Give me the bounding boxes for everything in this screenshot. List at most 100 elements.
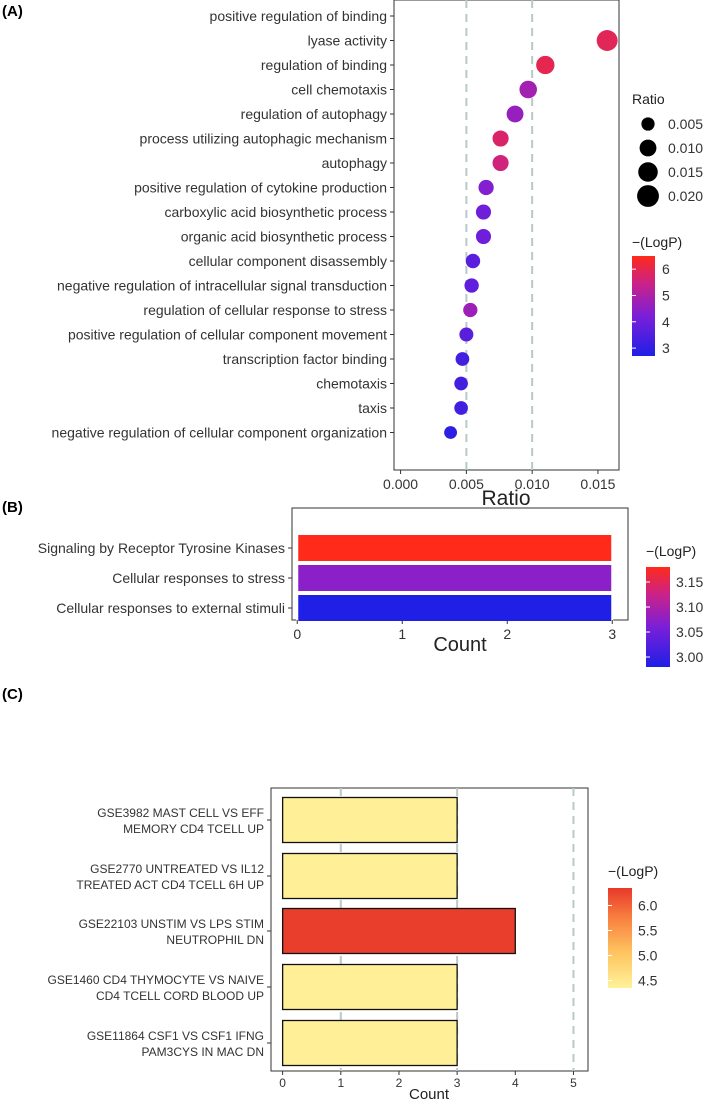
x-tick-label: 0 xyxy=(293,626,301,642)
color-legend-title: −(LogP) xyxy=(608,863,658,879)
size-legend-marker xyxy=(638,162,658,182)
category-label: positive regulation of cytokine producti… xyxy=(134,180,387,196)
category-label-line: PAM3CYS IN MAC DN xyxy=(142,1045,264,1059)
category-label: negative regulation of intracellular sig… xyxy=(57,278,387,294)
color-legend-label: 4.5 xyxy=(638,973,658,989)
bar xyxy=(281,852,458,900)
category-label-line: MEMORY CD4 TCELL UP xyxy=(123,822,264,836)
data-point xyxy=(444,426,458,439)
category-label-line: GSE11864 CSF1 VS CSF1 IFNG xyxy=(87,1029,264,1043)
category-label-line: TREATED ACT CD4 TCELL 6H UP xyxy=(76,878,264,892)
panel-c-x-axis-title: Count xyxy=(409,1086,450,1103)
color-legend-label: 3 xyxy=(662,340,670,356)
color-legend-title: −(LogP) xyxy=(632,234,682,250)
size-legend-label: 0.005 xyxy=(668,116,703,132)
color-legend-label: 6.0 xyxy=(638,898,658,914)
category-label: Cellular responses to external stimuli xyxy=(56,600,285,616)
data-point xyxy=(463,302,478,318)
x-tick-label: 1 xyxy=(337,1076,344,1090)
panel-c-category-labels: GSE3982 MAST CELL VS EFF MEMORY CD4 TCELL… xyxy=(47,806,271,1059)
color-legend-label: 4 xyxy=(662,314,670,330)
color-legend-bar xyxy=(608,888,632,988)
color-legend-label: 3.05 xyxy=(676,624,703,640)
category-label: cellular component disassembly xyxy=(189,253,387,269)
color-legend-label: 3.10 xyxy=(676,599,703,615)
category-label: Cellular responses to stress xyxy=(112,570,285,586)
category-label: carboxylic acid biosynthetic process xyxy=(164,204,387,220)
bar xyxy=(296,593,614,623)
panel-a-tag: (A) xyxy=(2,3,23,20)
bar xyxy=(281,907,516,955)
x-tick-label: 5 xyxy=(570,1076,577,1090)
data-point xyxy=(596,30,618,51)
category-label-line: GSE3982 MAST CELL VS EFF xyxy=(97,806,264,820)
bar xyxy=(281,1019,458,1067)
data-point xyxy=(454,376,468,391)
size-legend-label: 0.010 xyxy=(668,140,703,156)
panel-a: (A) positive regulation of binding lyase … xyxy=(2,0,703,510)
category-label-line: GSE22103 UNSTIM VS LPS STIM xyxy=(79,917,264,931)
category-label: organic acid biosynthetic process xyxy=(181,229,387,245)
color-legend-label: 5 xyxy=(662,287,670,303)
data-point xyxy=(475,228,492,245)
category-label: cell chemotaxis xyxy=(291,82,387,98)
category-label: negative regulation of cellular componen… xyxy=(52,425,387,441)
panel-a-plot-frame xyxy=(393,0,620,471)
color-legend-label: 5.0 xyxy=(638,948,658,964)
x-tick-label: 2 xyxy=(503,626,511,642)
panel-a-category-labels: positive regulation of binding lyase acti… xyxy=(52,8,394,441)
bar xyxy=(296,563,614,593)
size-legend-marker xyxy=(641,117,655,131)
panel-b-x-axis: 0 1 2 3 xyxy=(293,620,616,642)
data-point xyxy=(465,253,481,269)
x-tick-label: 2 xyxy=(396,1076,403,1090)
category-label: regulation of cellular response to stres… xyxy=(143,302,387,318)
category-label-line: NEUTROPHIL DN xyxy=(166,933,264,947)
panel-c: (C) GSE3982 MAST CELL VS EFF MEMORY CD4 T… xyxy=(2,686,658,1103)
panel-a-x-axis: 0.000 0.005 0.010 0.015 xyxy=(383,470,616,492)
data-point xyxy=(492,154,509,172)
category-label-line: GSE2770 UNTREATED VS IL12 xyxy=(90,862,264,876)
x-tick-label: 1 xyxy=(398,626,406,642)
panel-c-color-legend: −(LogP) 6.0 5.5 5.0 4.5 xyxy=(608,863,658,989)
panel-b-tag: (B) xyxy=(2,499,23,516)
category-label: Signaling by Receptor Tyrosine Kinases xyxy=(38,540,285,556)
x-tick-label: 0.010 xyxy=(515,476,550,492)
category-label: positive regulation of cellular componen… xyxy=(68,327,387,343)
data-point xyxy=(475,204,492,220)
x-tick-label: 4 xyxy=(512,1076,519,1090)
category-label-line: GSE1460 CD4 THYMOCYTE VS NAIVE xyxy=(47,973,264,987)
x-tick-label: 0.015 xyxy=(580,476,615,492)
data-point xyxy=(454,401,468,415)
x-tick-label: 0.005 xyxy=(449,476,484,492)
bar xyxy=(281,796,458,844)
data-point xyxy=(519,80,537,99)
bar xyxy=(281,963,458,1011)
color-legend-label: 5.5 xyxy=(638,923,658,939)
size-legend-title: Ratio xyxy=(632,91,665,107)
panel-c-x-axis: 0 1 2 3 4 5 xyxy=(279,1071,577,1090)
panel-b-bars xyxy=(296,533,614,623)
data-point xyxy=(536,55,555,75)
category-label: transcription factor binding xyxy=(223,351,387,367)
panel-c-tag: (C) xyxy=(2,686,23,703)
panel-a-color-legend: −(LogP) 6 5 4 3 xyxy=(632,234,682,356)
data-point xyxy=(492,130,509,147)
color-legend-label: 3.00 xyxy=(676,649,703,665)
panel-b: (B) Signaling by Receptor Tyrosine Kinas… xyxy=(2,499,703,667)
category-label-line: CD4 TCELL CORD BLOOD UP xyxy=(96,989,264,1003)
x-tick-label: 0.000 xyxy=(383,476,418,492)
category-label: process utilizing autophagic mechanism xyxy=(140,131,387,147)
category-label: chemotaxis xyxy=(316,376,387,392)
panel-a-x-axis-title: Ratio xyxy=(481,487,530,510)
category-label: regulation of autophagy xyxy=(241,106,387,122)
panel-c-bars xyxy=(281,796,516,1067)
color-legend-label: 6 xyxy=(662,261,670,277)
bar xyxy=(296,533,614,563)
color-legend-bar xyxy=(632,256,655,356)
color-legend-bar xyxy=(646,567,670,667)
category-label: positive regulation of binding xyxy=(210,8,387,24)
x-tick-label: 0 xyxy=(279,1076,286,1090)
size-legend-marker xyxy=(639,139,657,157)
